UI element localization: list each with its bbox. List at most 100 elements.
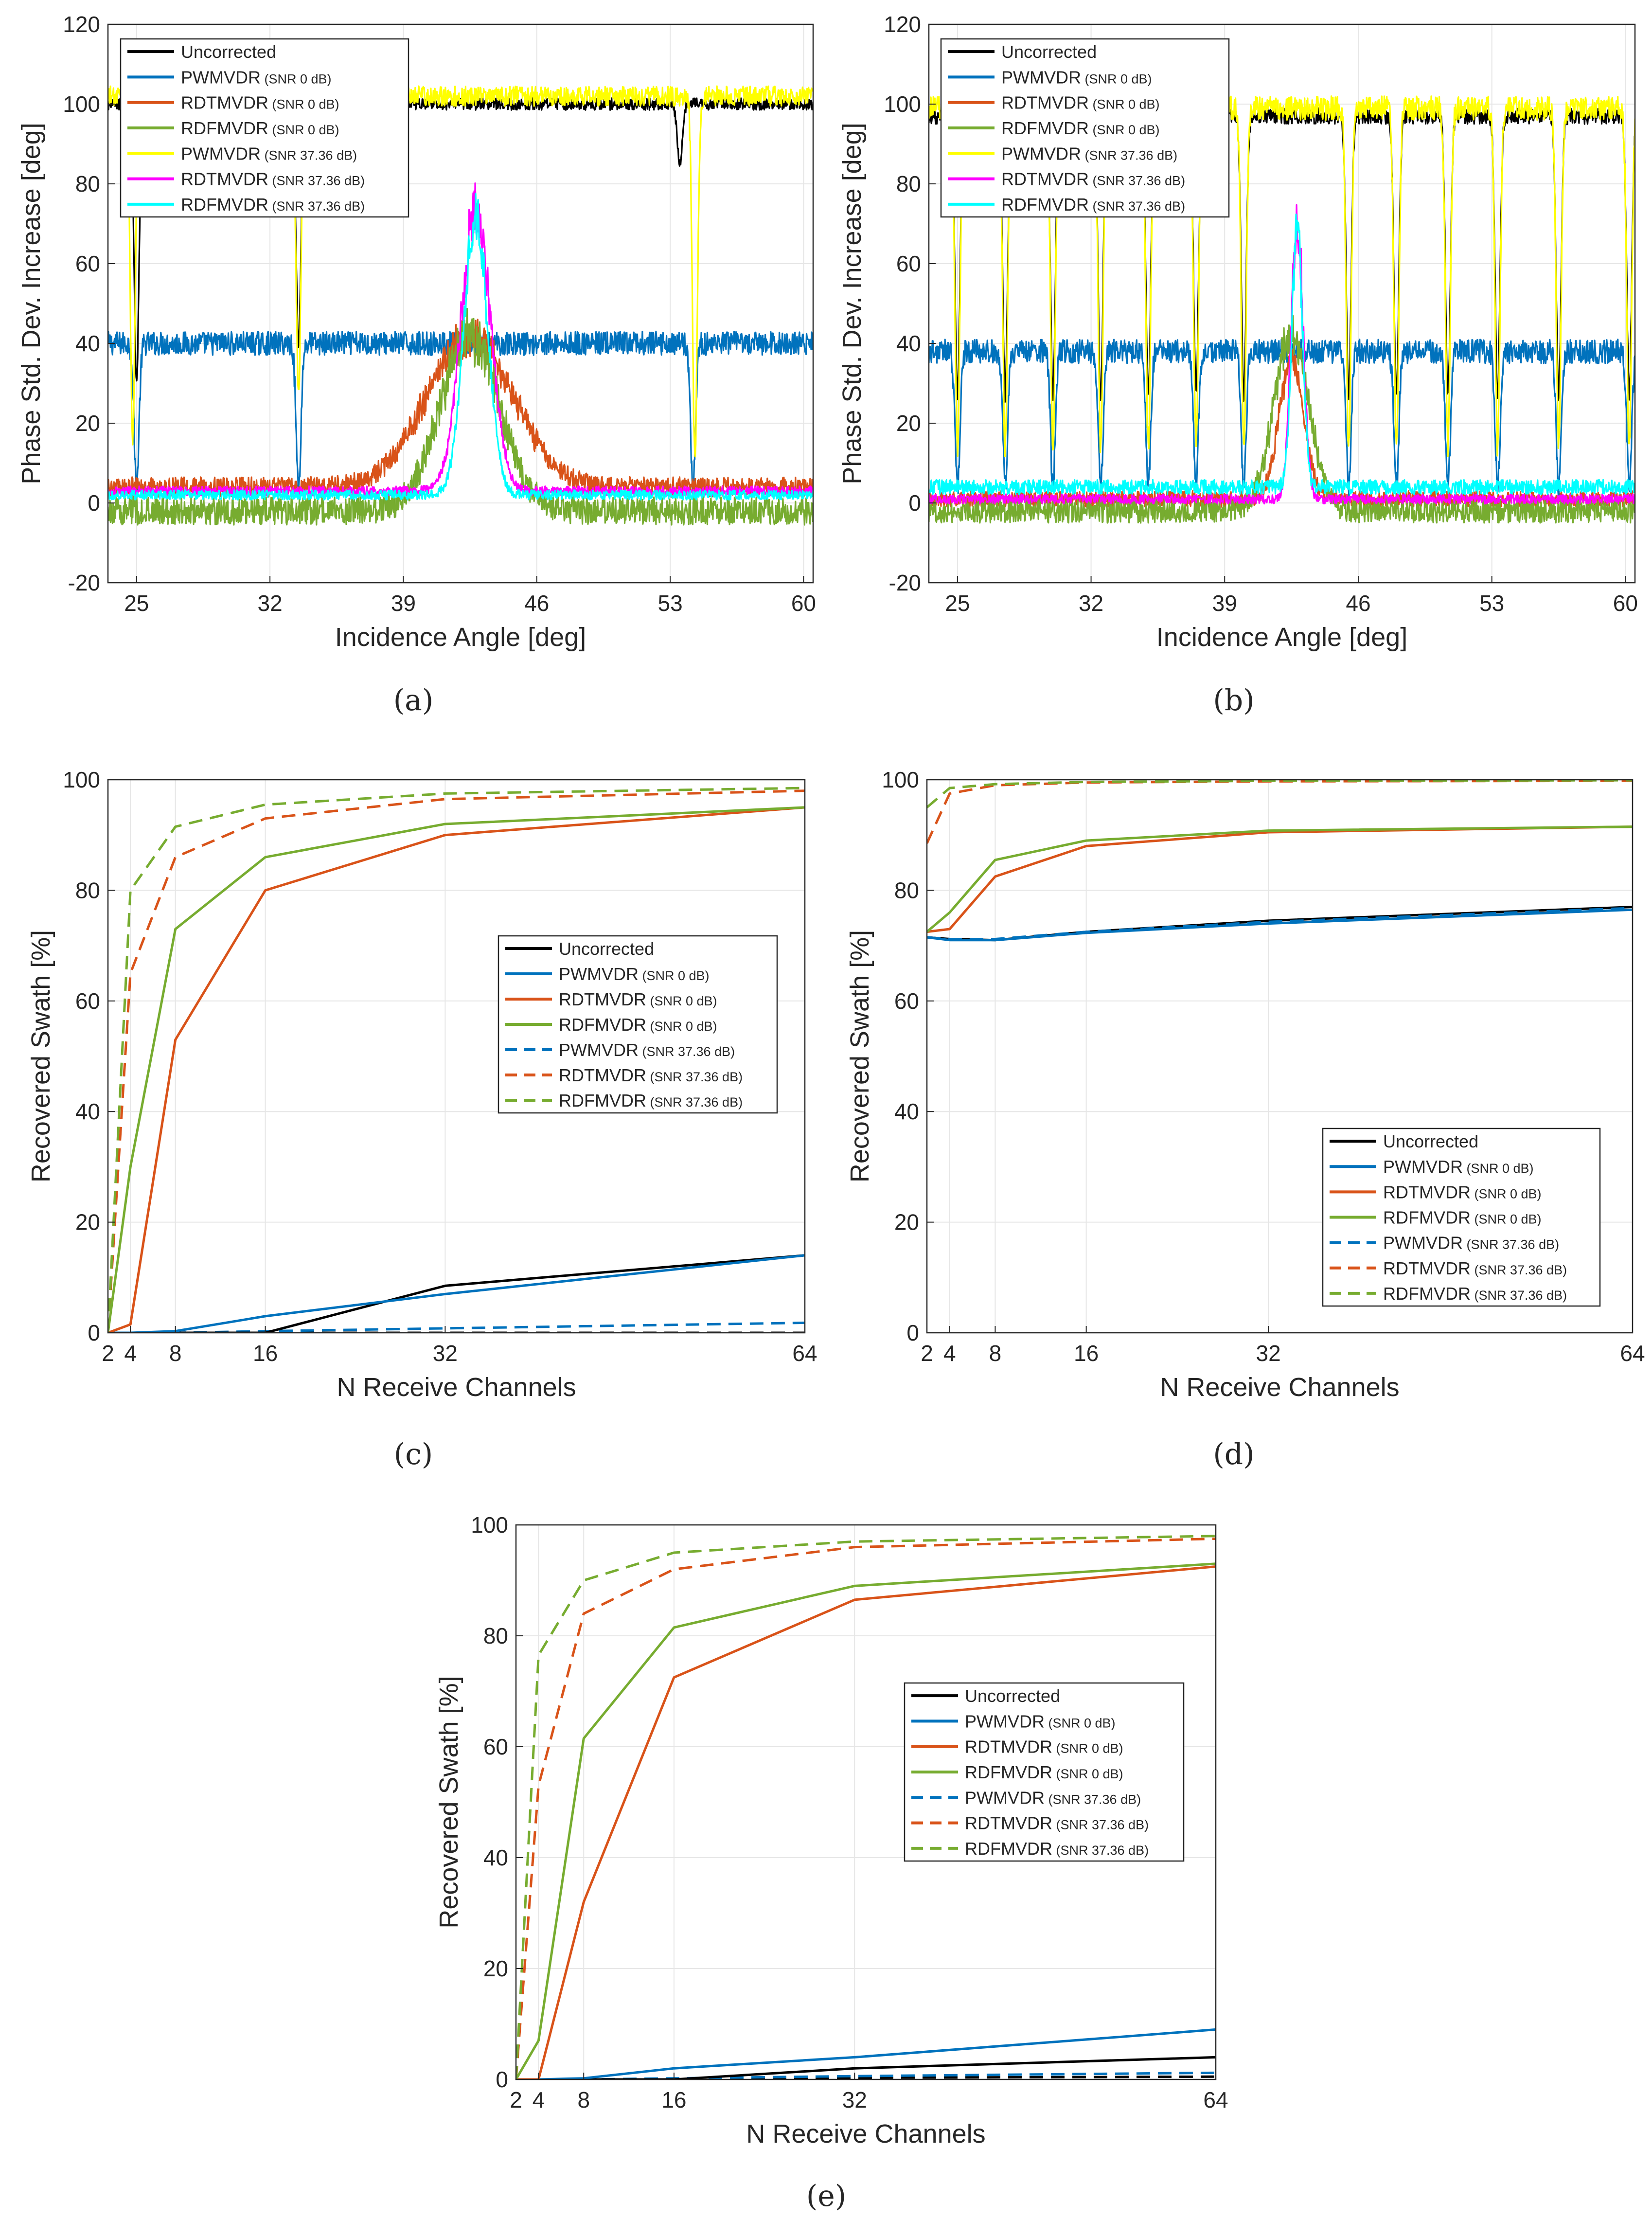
y-tick-label: 40: [483, 1845, 508, 1870]
legend-entry-name: Uncorrected: [559, 939, 654, 959]
legend-label: RDTMVDR (SNR 37.36 dB): [181, 169, 365, 189]
legend-entry-name: RDTMVDR: [181, 93, 268, 113]
y-axis-label: Phase Std. Dev. Increase [deg]: [17, 123, 46, 484]
legend-entry-snr: (SNR 0 dB): [1463, 1161, 1534, 1176]
y-tick-label: 40: [75, 1099, 100, 1124]
y-tick-label: 0: [88, 490, 100, 516]
y-tick-label: 100: [471, 1512, 508, 1538]
x-tick-label: 4: [533, 2087, 545, 2113]
legend-label: RDFMVDR (SNR 0 dB): [1001, 118, 1160, 138]
legend-label: RDTMVDR (SNR 0 dB): [965, 1737, 1123, 1757]
axes-box: [515, 1524, 1217, 2080]
panel-label: (b): [1213, 683, 1254, 717]
panel-d: 2 4 8 16 32 64 0 20 40 60 80 100 N Receive Channels R…: [845, 767, 1645, 1471]
legend-label: RDFMVDR (SNR 37.36 dB): [181, 195, 365, 215]
axes-box: [107, 23, 814, 584]
legend-entry-name: RDTMVDR: [181, 169, 268, 189]
x-tick-label: 4: [943, 1341, 956, 1366]
x-tick-label: 2: [510, 2087, 522, 2113]
y-axis-label: Recovered Swath [%]: [845, 930, 874, 1182]
legend-entry-snr: (SNR 0 dB): [1052, 1741, 1123, 1756]
x-tick-label: 39: [391, 591, 416, 616]
legend-entry-snr: (SNR 37.36 dB): [1471, 1263, 1567, 1277]
legend-entry-snr: (SNR 0 dB): [268, 97, 339, 112]
legend-entry-name: PWMVDR: [181, 67, 261, 87]
legend-entry-name: RDTMVDR: [965, 1813, 1052, 1833]
y-tick-label: 80: [75, 877, 100, 903]
legend-label: RDFMVDR (SNR 0 dB): [559, 1015, 717, 1035]
x-tick-label: 32: [258, 591, 283, 616]
legend-entry-name: RDTMVDR: [1001, 169, 1089, 189]
legend-label: PWMVDR (SNR 0 dB): [1383, 1157, 1534, 1177]
legend-entry-name: Uncorrected: [181, 42, 276, 62]
legend-label: RDFMVDR (SNR 37.36 dB): [1001, 195, 1185, 215]
series-line-rdfmvdr-snr-37-36-db-: [108, 193, 813, 501]
legend-label: Uncorrected: [1383, 1131, 1478, 1151]
series-line-rdfmvdr-snr-37-36-db-: [927, 780, 1633, 808]
panel-label: (d): [1213, 1437, 1254, 1471]
legend-label: PWMVDR (SNR 0 dB): [181, 67, 332, 87]
x-tick-label: 4: [124, 1341, 137, 1366]
y-tick-label: 0: [906, 1320, 919, 1345]
legend-entry-snr: (SNR 0 dB): [639, 968, 710, 983]
legend-label: RDFMVDR (SNR 37.36 dB): [965, 1839, 1149, 1859]
y-tick-label: 0: [496, 2067, 508, 2092]
legend-entry-snr: (SNR 0 dB): [1052, 1767, 1123, 1781]
legend-entry-name: RDTMVDR: [965, 1737, 1052, 1757]
x-tick-label: 32: [1079, 591, 1103, 616]
x-tick-label: 2: [102, 1341, 114, 1366]
legend-label: Uncorrected: [559, 939, 654, 959]
legend-entry-snr: (SNR 0 dB): [261, 72, 332, 86]
y-tick-label: 60: [483, 1734, 508, 1759]
legend-entry-name: Uncorrected: [1001, 42, 1097, 62]
legend-entry-snr: (SNR 37.36 dB): [1045, 1792, 1141, 1807]
series-line-uncorrected: [516, 2056, 1216, 2079]
legend-label: Uncorrected: [181, 42, 276, 62]
x-tick-label: 64: [792, 1341, 817, 1366]
y-tick-label: 60: [75, 251, 100, 276]
y-tick-label: 100: [63, 91, 100, 117]
legend-entry-name: Uncorrected: [1383, 1131, 1478, 1151]
x-axis-label: Incidence Angle [deg]: [1156, 623, 1407, 652]
y-tick-label: 100: [63, 767, 100, 792]
x-tick-label: 32: [842, 2087, 867, 2113]
legend-label: RDTMVDR (SNR 0 dB): [559, 989, 717, 1009]
x-tick-label: 2: [921, 1341, 933, 1366]
y-tick-label: 100: [882, 767, 919, 792]
series-line-rdfmvdr-snr-37-36-db-: [516, 1535, 1216, 2079]
legend-label: RDTMVDR (SNR 37.36 dB): [1383, 1258, 1567, 1278]
legend-label: RDTMVDR (SNR 0 dB): [1383, 1182, 1542, 1202]
x-tick-label: 60: [791, 591, 816, 616]
series-line-rdtmvdr-snr-0-db-: [927, 825, 1633, 933]
legend-entry-snr: (SNR 0 dB): [1471, 1186, 1542, 1201]
x-tick-label: 46: [524, 591, 549, 616]
x-tick-label: 53: [657, 591, 682, 616]
legend-entry-snr: (SNR 37.36 dB): [1052, 1843, 1149, 1858]
y-tick-label: 80: [75, 171, 100, 197]
x-tick-label: 60: [1613, 591, 1638, 616]
y-tick-label: -20: [68, 570, 100, 595]
legend-entry-name: RDFMVDR: [965, 1762, 1052, 1782]
legend-entry-name: RDTMVDR: [1383, 1182, 1471, 1202]
series-line-rdfmvdr-snr-0-db-: [516, 1562, 1216, 2079]
legend-entry-snr: (SNR 37.36 dB): [1081, 148, 1177, 162]
y-tick-label: 60: [75, 988, 100, 1014]
series-line-rdfmvdr-snr-37-36-db-: [108, 787, 805, 1333]
y-tick-label: 80: [483, 1623, 508, 1648]
series-line-rdtmvdr-snr-0-db-: [108, 806, 805, 1333]
y-tick-label: 40: [894, 1099, 919, 1124]
legend-label: RDTMVDR (SNR 37.36 dB): [1001, 169, 1185, 189]
panel-e: 2 4 8 16 32 64 0 20 40 60 80 100 N Receive Channels R…: [434, 1512, 1228, 2213]
legend-label: RDFMVDR (SNR 37.36 dB): [1383, 1284, 1567, 1304]
x-tick-label: 64: [1620, 1341, 1645, 1366]
y-axis-label: Recovered Swath [%]: [26, 930, 55, 1182]
x-axis-label: N Receive Channels: [337, 1373, 576, 1402]
series-line-pwmvdr-snr-0-db-: [108, 1254, 805, 1333]
legend-label: RDTMVDR (SNR 0 dB): [1001, 93, 1160, 113]
legend-entry-name: RDFMVDR: [965, 1839, 1052, 1859]
y-tick-label: 120: [63, 12, 100, 37]
legend-label: Uncorrected: [1001, 42, 1097, 62]
series-group: [927, 780, 1633, 942]
